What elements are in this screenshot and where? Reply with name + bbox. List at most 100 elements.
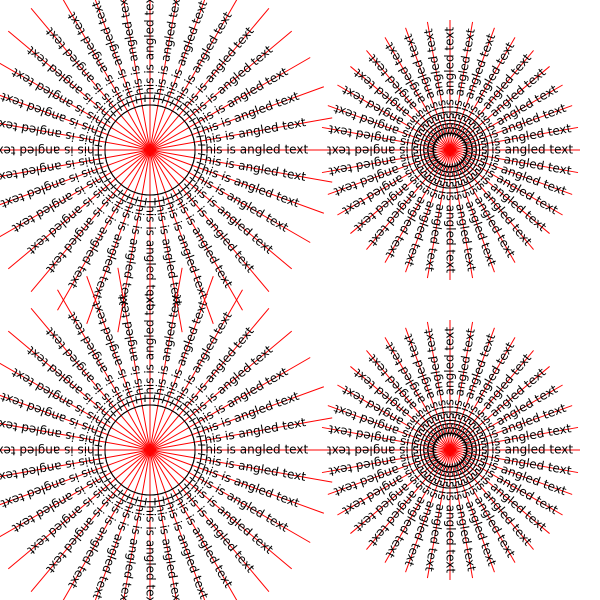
ray-line: [149, 289, 243, 451]
ray-line: [149, 149, 183, 333]
ray-line: [149, 330, 293, 451]
ray-line: [30, 449, 151, 593]
ray-line: [149, 149, 293, 270]
ray-line: [149, 149, 270, 293]
ray-line: [449, 449, 573, 495]
circle-tick: [108, 123, 114, 132]
ray-line: [384, 37, 451, 151]
ray-line: [449, 449, 550, 534]
ray-line: [57, 149, 151, 311]
ray-line: [149, 149, 243, 311]
ray-line: [94, 449, 151, 600]
ray-line: [449, 327, 495, 451]
center-dot: [147, 147, 153, 153]
angled-text-label: This is angled text: [197, 143, 308, 157]
angled-text-label: This is angled text: [0, 144, 103, 158]
ray-line: [337, 149, 451, 216]
circle-tick: [123, 108, 132, 114]
circle-tick: [138, 404, 147, 407]
circle-tick: [175, 481, 183, 488]
ray-line: [449, 149, 474, 279]
circle-tick: [108, 168, 114, 177]
circle-tick: [117, 481, 125, 488]
circle-tick: [130, 190, 139, 195]
ray-line: [149, 449, 325, 514]
ray-line: [384, 149, 451, 263]
ray-line: [123, 0, 151, 151]
ray-line: [30, 149, 151, 293]
ray-line: [149, 449, 311, 543]
circle-tick: [186, 123, 192, 132]
ray-line: [7, 30, 151, 151]
ray-line: [327, 449, 451, 495]
ray-line: [449, 449, 474, 579]
ray-line: [449, 105, 573, 151]
angled-text-label: This is angled text: [443, 27, 457, 138]
circle-tick: [138, 493, 147, 496]
ray-line: [449, 350, 534, 451]
ray-line: [449, 337, 516, 451]
ray-line: [321, 126, 451, 151]
ray-line: [366, 149, 451, 250]
circle-tick: [108, 423, 114, 432]
ray-line: [449, 449, 495, 573]
circle-tick: [486, 152, 489, 161]
ray-line: [149, 307, 270, 451]
ray-line: [149, 0, 177, 151]
circle-tick: [130, 105, 139, 110]
ray-line: [149, 449, 206, 600]
circle-tick: [186, 168, 192, 177]
ray-line: [449, 449, 563, 516]
circle-tick: [123, 408, 132, 414]
ray-line: [449, 366, 550, 451]
ray-line: [94, 0, 151, 151]
circle-tick: [175, 112, 183, 119]
ray-line: [350, 366, 451, 451]
ray-line: [149, 449, 293, 570]
angled-text-label: This is angled text: [462, 143, 573, 157]
circle-tick: [117, 181, 125, 188]
angled-text-label: This is angled text: [144, 197, 158, 308]
circle-tick: [161, 490, 170, 495]
ray-line: [0, 423, 151, 451]
ray-line: [321, 426, 451, 451]
circle-tick: [186, 423, 192, 432]
circle-tick: [181, 417, 188, 425]
circle-tick: [168, 408, 177, 414]
circle-tick: [112, 417, 119, 425]
circle-tick: [153, 493, 162, 496]
ray-line: [149, 149, 214, 325]
top-left-starburst: This is angled text This is angled text Th…: [0, 0, 335, 335]
ray-line: [117, 149, 151, 333]
ray-line: [449, 149, 534, 250]
ray-line: [0, 449, 151, 506]
ray-line: [449, 149, 579, 174]
circle-tick: [181, 475, 188, 483]
ray-line: [149, 117, 333, 151]
circle-tick: [486, 452, 489, 461]
ray-line: [86, 149, 151, 325]
ray-line: [149, 0, 206, 151]
ray-line: [449, 50, 534, 151]
ray-line: [0, 449, 151, 538]
circle-tick: [104, 438, 107, 447]
circle-tick: [104, 153, 107, 162]
ray-line: [7, 449, 151, 570]
ray-line: [426, 149, 451, 279]
circle-tick: [105, 461, 110, 470]
ray-line: [405, 449, 451, 573]
ray-line: [366, 449, 451, 550]
ray-line: [149, 149, 311, 243]
ray-line: [366, 350, 451, 451]
ray-line: [7, 330, 151, 451]
ray-line: [426, 21, 451, 151]
ray-line: [449, 149, 495, 273]
ray-line: [449, 449, 579, 474]
ray-line: [0, 149, 151, 206]
circle-tick: [190, 161, 195, 170]
ray-line: [149, 86, 325, 151]
ray-line: [149, 449, 333, 483]
ray-line: [449, 66, 550, 151]
ray-line: [0, 449, 151, 477]
